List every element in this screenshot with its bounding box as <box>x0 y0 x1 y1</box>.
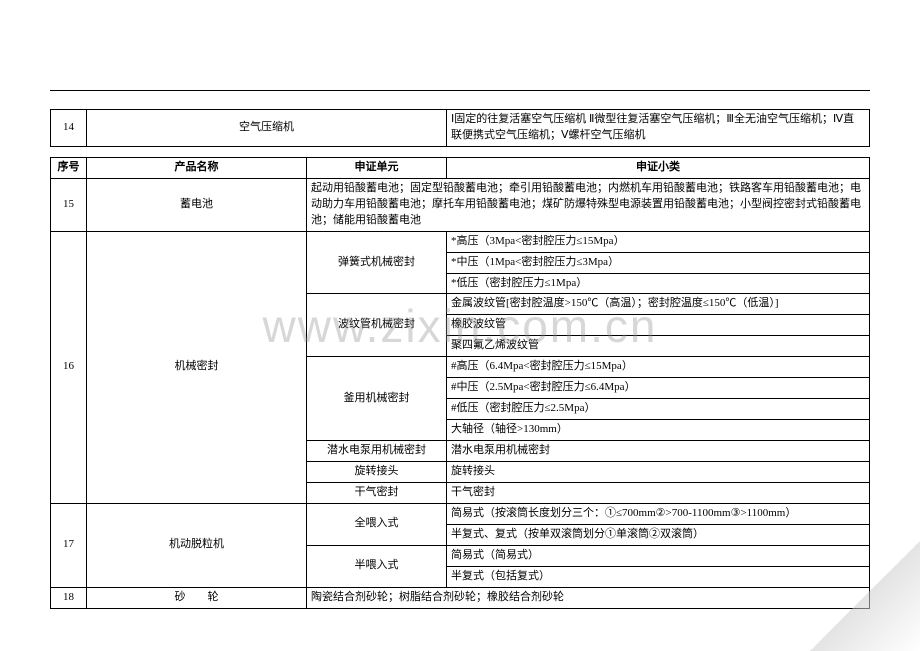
cell-detail: Ⅰ固定的往复活塞空气压缩机 Ⅱ微型往复活塞空气压缩机；Ⅲ全无油空气压缩机；Ⅳ直联… <box>447 110 870 147</box>
cell-seq: 17 <box>51 503 87 587</box>
document-page: 14 空气压缩机 Ⅰ固定的往复活塞空气压缩机 Ⅱ微型往复活塞空气压缩机；Ⅲ全无油… <box>0 0 920 609</box>
table-header-row: 序号 产品名称 申证单元 申证小类 <box>51 157 870 178</box>
cell-sub: 金属波纹管[密封腔温度>150℃（高温）；密封腔温度≤150℃（低温）] <box>447 294 870 315</box>
cell-unit: 干气密封 <box>307 482 447 503</box>
cell-sub: 橡胶波纹管 <box>447 315 870 336</box>
header-unit: 申证单元 <box>307 157 447 178</box>
cell-seq: 16 <box>51 231 87 503</box>
cell-sub: #中压（2.5Mpa<密封腔压力≤6.4Mpa） <box>447 378 870 399</box>
cell-prod: 空气压缩机 <box>87 110 447 147</box>
cell-sub: 潜水电泵用机械密封 <box>447 441 870 462</box>
table-main: 序号 产品名称 申证单元 申证小类 15 蓄电池 起动用铅酸蓄电池；固定型铅酸蓄… <box>50 157 870 609</box>
cell-prod: 砂 轮 <box>87 587 307 608</box>
cell-unit: 波纹管机械密封 <box>307 294 447 357</box>
cell-sub: 旋转接头 <box>447 461 870 482</box>
cell-unit: 弹簧式机械密封 <box>307 231 447 294</box>
header-sub: 申证小类 <box>447 157 870 178</box>
header-seq: 序号 <box>51 157 87 178</box>
table-top: 14 空气压缩机 Ⅰ固定的往复活塞空气压缩机 Ⅱ微型往复活塞空气压缩机；Ⅲ全无油… <box>50 109 870 147</box>
cell-prod: 机械密封 <box>87 231 307 503</box>
cell-sub: *低压（密封腔压力≤1Mpa） <box>447 273 870 294</box>
cell-sub: *高压（3Mpa<密封腔压力≤15Mpa） <box>447 231 870 252</box>
cell-unit: 釜用机械密封 <box>307 357 447 441</box>
cell-sub: *中压（1Mpa<密封腔压力≤3Mpa） <box>447 252 870 273</box>
cell-seq: 14 <box>51 110 87 147</box>
cell-unit: 半喂入式 <box>307 545 447 587</box>
cell-unit: 潜水电泵用机械密封 <box>307 441 447 462</box>
horizontal-rule <box>50 90 870 91</box>
cell-sub: 半复式（包括复式） <box>447 566 870 587</box>
cell-sub: 干气密封 <box>447 482 870 503</box>
cell-unit: 旋转接头 <box>307 461 447 482</box>
cell-seq: 18 <box>51 587 87 608</box>
cell-seq: 15 <box>51 178 87 231</box>
cell-unit: 全喂入式 <box>307 503 447 545</box>
cell-sub: 简易式（按滚筒长度划分三个：①≤700mm②>700-1100mm③>1100m… <box>447 503 870 524</box>
table-row: 16 机械密封 弹簧式机械密封 *高压（3Mpa<密封腔压力≤15Mpa） <box>51 231 870 252</box>
cell-sub: #高压（6.4Mpa<密封腔压力≤15Mpa） <box>447 357 870 378</box>
cell-prod: 机动脱粒机 <box>87 503 307 587</box>
cell-sub: 大轴径（轴径>130mm） <box>447 420 870 441</box>
header-prod: 产品名称 <box>87 157 307 178</box>
cell-detail: 陶瓷结合剂砂轮；树脂结合剂砂轮；橡胶结合剂砂轮 <box>307 587 870 608</box>
table-row: 15 蓄电池 起动用铅酸蓄电池；固定型铅酸蓄电池；牵引用铅酸蓄电池；内燃机车用铅… <box>51 178 870 231</box>
table-gap <box>50 147 870 157</box>
cell-sub: 聚四氟乙烯波纹管 <box>447 336 870 357</box>
table-row: 18 砂 轮 陶瓷结合剂砂轮；树脂结合剂砂轮；橡胶结合剂砂轮 <box>51 587 870 608</box>
cell-prod: 蓄电池 <box>87 178 307 231</box>
cell-sub: 半复式、复式（按单双滚筒划分①单滚筒②双滚筒） <box>447 524 870 545</box>
table-row: 17 机动脱粒机 全喂入式 简易式（按滚筒长度划分三个：①≤700mm②>700… <box>51 503 870 524</box>
cell-sub: #低压（密封腔压力≤2.5Mpa） <box>447 399 870 420</box>
table-row: 14 空气压缩机 Ⅰ固定的往复活塞空气压缩机 Ⅱ微型往复活塞空气压缩机；Ⅲ全无油… <box>51 110 870 147</box>
cell-sub: 简易式（简易式） <box>447 545 870 566</box>
cell-detail: 起动用铅酸蓄电池；固定型铅酸蓄电池；牵引用铅酸蓄电池；内燃机车用铅酸蓄电池；铁路… <box>307 178 870 231</box>
